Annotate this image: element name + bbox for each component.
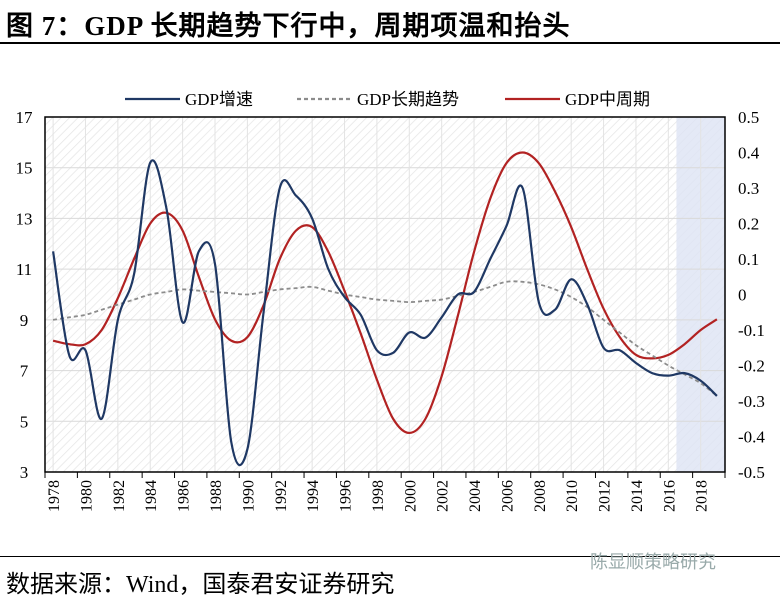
plot-background (45, 117, 725, 472)
figure-title: 图 7：GDP 长期趋势下行中，周期项温和抬头 (6, 11, 571, 41)
x-tick-label: 1994 (305, 480, 322, 512)
x-tick-label: 1992 (273, 480, 290, 512)
legend-label: GDP中周期 (565, 90, 650, 109)
x-tick-label: 1980 (78, 480, 95, 512)
y-left-tick-label: 13 (16, 209, 33, 228)
series-line-1 (52, 280, 718, 397)
y-left-tick-label: 17 (16, 108, 34, 127)
plot-border (44, 116, 726, 473)
x-tick-label: 2004 (467, 480, 484, 512)
legend-label: GDP增速 (185, 90, 253, 109)
y-right-tick-label: 0.3 (738, 179, 759, 198)
y-left-tick-label: 3 (20, 463, 29, 482)
x-tick-label: 2016 (661, 480, 678, 512)
y-left-tick-label: 9 (20, 311, 29, 330)
title-divider (0, 42, 780, 44)
x-tick-label: 2000 (402, 480, 419, 512)
legend-label: GDP长期趋势 (357, 90, 459, 109)
x-tick-label: 2008 (532, 480, 549, 512)
source-divider (0, 556, 780, 557)
y-right-tick-label: 0.5 (738, 108, 759, 127)
y-right-tick-label: -0.1 (738, 321, 765, 340)
x-tick-label: 2002 (435, 480, 452, 512)
x-tick-label: 1990 (240, 480, 257, 512)
x-tick-label: 2006 (499, 480, 516, 512)
series-line-2 (52, 151, 718, 435)
y-left-tick-label: 7 (20, 362, 29, 381)
x-tick-label: 1998 (370, 480, 387, 512)
y-left-tick-label: 11 (16, 260, 32, 279)
y-right-tick-label: 0.2 (738, 215, 759, 234)
x-tick-label: 1988 (208, 480, 225, 512)
y-left-tick-label: 5 (20, 412, 29, 431)
y-right-tick-label: 0.4 (738, 144, 760, 163)
x-tick-label: 1984 (143, 480, 160, 512)
x-tick-label: 1996 (338, 480, 355, 512)
y-right-tick-label: -0.3 (738, 392, 765, 411)
x-tick-label: 2014 (629, 480, 646, 512)
x-tick-label: 1982 (111, 480, 128, 512)
y-right-tick-label: 0.1 (738, 250, 759, 269)
y-right-tick-label: 0 (738, 286, 747, 305)
y-right-tick-label: -0.2 (738, 357, 765, 376)
watermark: 陈显顺策略研究 (590, 552, 716, 573)
series-line-0 (52, 159, 718, 467)
x-tick-label: 2012 (597, 480, 614, 512)
y-left-tick-label: 15 (16, 159, 33, 178)
y-right-tick-label: -0.5 (738, 463, 765, 482)
x-tick-label: 2018 (694, 480, 711, 512)
x-tick-label: 1986 (176, 480, 193, 512)
x-tick-label: 2010 (564, 480, 581, 512)
x-tick-label: 1978 (46, 480, 63, 512)
source-note: 数据来源：Wind，国泰君安证券研究 (6, 572, 395, 598)
y-right-tick-label: -0.4 (738, 428, 765, 447)
